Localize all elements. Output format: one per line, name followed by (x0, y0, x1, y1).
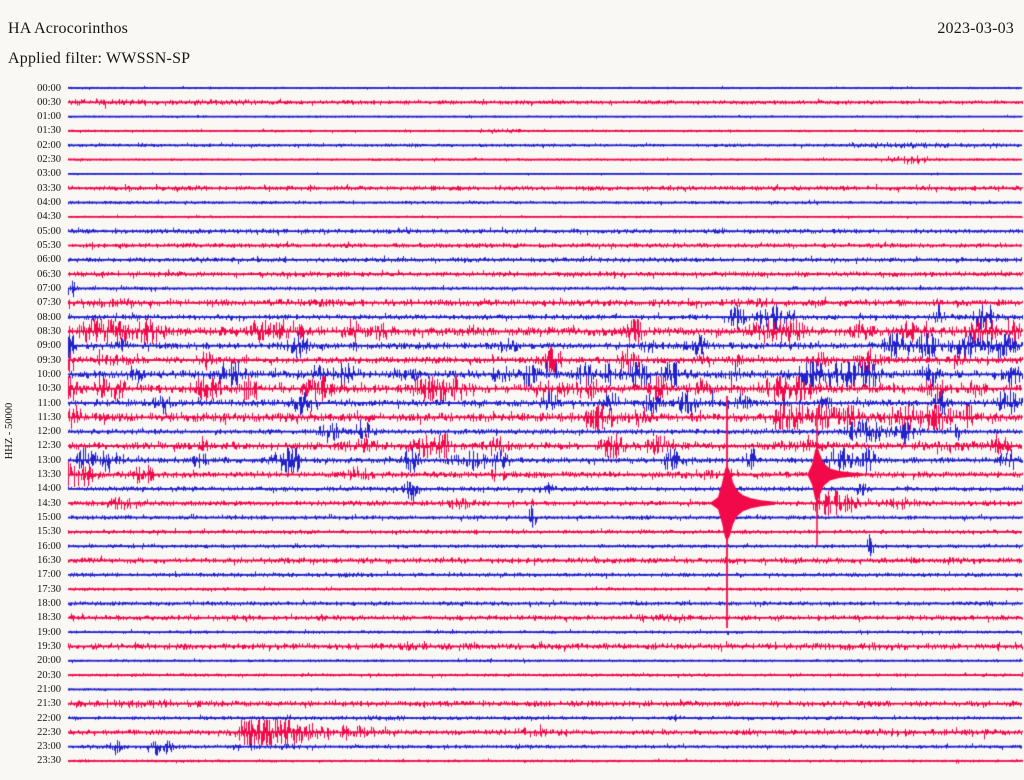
helicorder-traces-canvas (0, 0, 1024, 780)
helicorder-page: HA Acrocorinthos 2023-03-03 Applied filt… (0, 0, 1024, 780)
